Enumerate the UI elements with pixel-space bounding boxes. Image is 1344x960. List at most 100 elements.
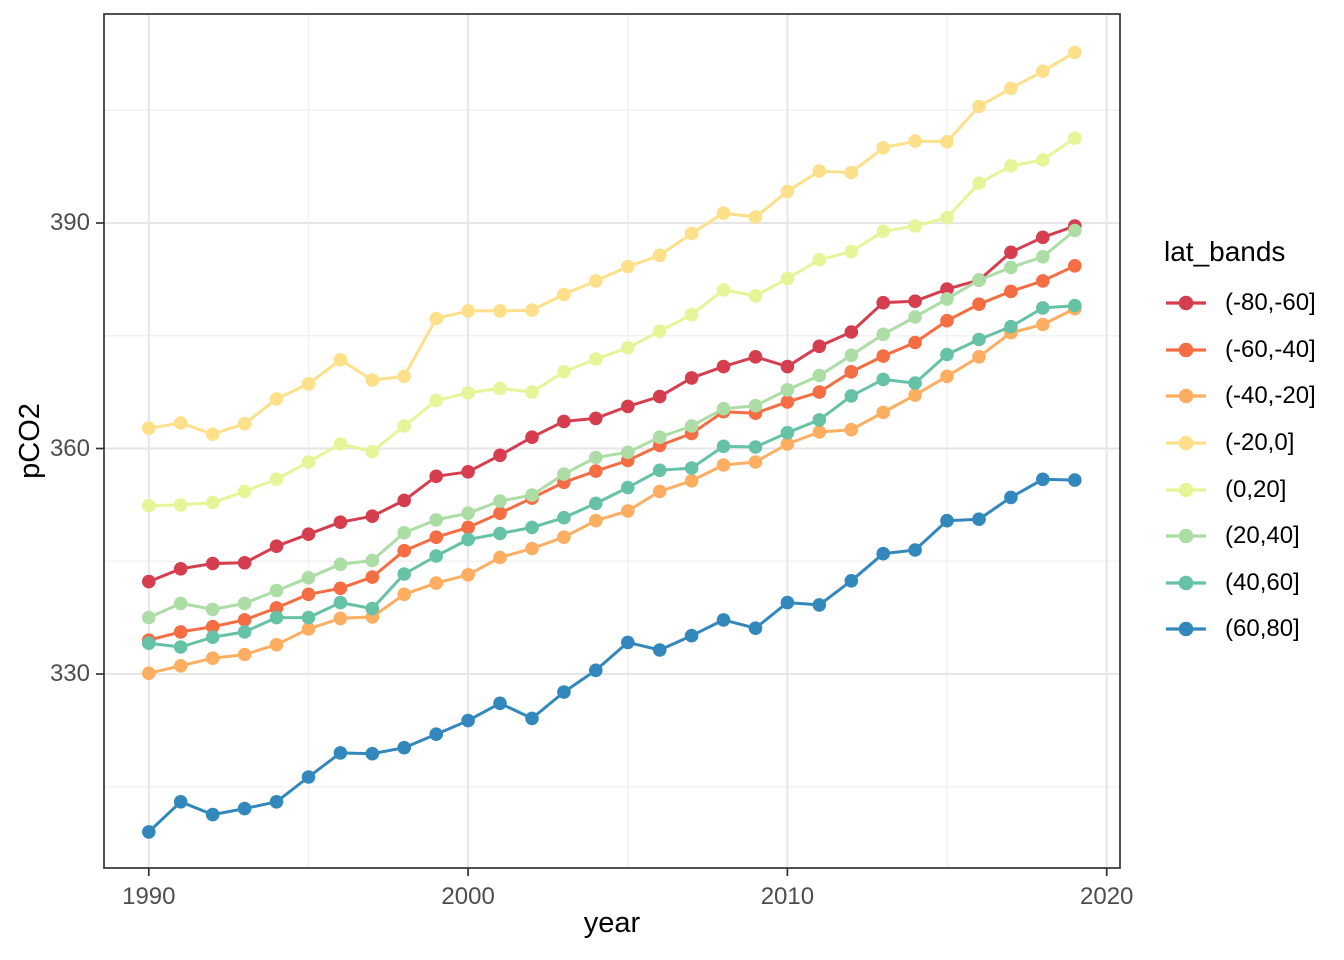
data-point-0-20-2001 [493,381,507,396]
data-point-60-40-2016 [972,297,986,312]
data-point-60-40-2015 [940,313,954,328]
data-point-20-40-1999 [429,513,444,527]
data-point-20-40-1994 [269,583,284,598]
data-point-40-20-2000 [461,568,475,582]
data-point-60-80-1992 [205,807,220,822]
legend-label-60-40: (-60,-40] [1225,335,1316,363]
data-point-0-20-2004 [589,352,603,366]
data-point-80-60-1991 [173,562,188,576]
data-point-80-60-1992 [205,556,220,571]
data-point-20-0-2019 [1068,45,1082,60]
data-point-0-20-2003 [557,365,571,379]
data-point-60-80-2000 [461,713,475,728]
data-point-60-80-2004 [589,663,603,678]
data-point-60-40-2010 [780,395,795,409]
data-point-60-80-2006 [652,643,667,657]
data-point-60-80-2019 [1068,473,1082,487]
legend-label-0-20: (0,20] [1225,475,1287,503]
data-point-60-80-1994 [269,795,284,809]
legend-key-icon-60-40 [1166,342,1206,358]
legend-key-icon-80-60 [1166,295,1206,311]
data-point-20-0-1990 [142,421,156,436]
legend-label-80-60: (-80,-60] [1225,289,1316,317]
data-point-40-20-2007 [684,474,699,488]
legend-key-icon-20-0 [1166,435,1206,451]
legend-key-icon-20-40 [1166,528,1206,544]
data-point-20-40-2000 [461,506,475,520]
data-point-0-20-1990 [142,498,156,513]
data-point-0-20-2013 [876,224,890,239]
data-point-40-20-2011 [812,425,827,439]
data-point-40-60-1990 [142,636,156,650]
data-point-20-40-2012 [844,348,859,363]
data-point-40-60-1995 [301,610,316,625]
data-point-40-60-2010 [780,425,795,440]
data-point-40-60-2006 [652,463,667,478]
data-point-0-20-2014 [908,219,922,233]
data-point-40-60-2009 [748,440,763,454]
data-point-20-0-1999 [429,311,444,326]
data-point-20-0-2003 [557,287,571,302]
data-point-40-60-2014 [908,376,922,390]
data-point-0-20-2015 [940,210,954,225]
data-point-60-40-1997 [365,570,380,584]
data-point-0-20-1995 [301,455,316,469]
y-tick-label-390: 390 [49,209,90,236]
data-point-80-60-2015 [940,282,954,296]
data-point-40-60-2007 [684,461,699,475]
data-point-40-20-2005 [621,504,635,518]
data-point-20-40-2001 [493,494,507,508]
data-point-0-20-1994 [269,472,284,487]
data-point-20-0-1991 [173,416,188,430]
data-point-20-0-2008 [716,206,731,220]
data-point-60-40-1992 [205,619,220,634]
data-point-40-60-1999 [429,549,444,563]
data-point-40-60-2012 [844,389,859,403]
data-point-0-20-2009 [748,289,763,303]
data-point-0-20-2011 [812,252,827,267]
data-point-80-60-2008 [716,359,731,374]
data-point-40-60-2001 [493,526,507,541]
data-point-0-20-1992 [205,495,220,510]
data-point-40-60-1997 [365,601,380,616]
data-point-60-40-2014 [908,335,922,350]
data-point-40-20-1990 [142,666,156,681]
legend-item-0-20: (0,20] [1164,466,1316,513]
data-point-40-60-2005 [621,480,635,495]
data-point-20-40-2013 [876,327,890,342]
data-point-60-80-2018 [1036,472,1050,487]
data-point-80-60-2009 [748,350,763,364]
data-point-40-20-1991 [173,659,188,673]
data-point-40-60-2004 [589,496,603,511]
legend-item-20-40: (20,40] [1164,513,1316,560]
data-point-20-0-2010 [780,184,795,199]
data-point-60-80-1999 [429,727,444,741]
data-point-80-60-2014 [908,294,922,309]
data-point-20-40-1995 [301,571,316,585]
data-point-0-20-2005 [621,341,635,355]
data-point-40-20-2012 [844,422,859,437]
data-point-40-60-2008 [716,439,731,454]
legend-key-icon-60-80 [1166,622,1206,637]
data-point-40-20-2002 [525,541,539,556]
legend-title: lat_bands [1164,236,1286,267]
data-point-20-40-1998 [397,525,412,540]
data-point-0-20-1998 [397,419,412,433]
data-point-80-60-2000 [461,465,475,479]
data-point-40-20-2004 [589,513,603,528]
legend-key-icon-40-60 [1166,575,1206,591]
legend-item-80-60: (-80,-60] [1164,280,1316,327]
panel-border [103,13,1121,869]
data-point-80-60-1999 [429,469,444,484]
data-point-80-60-2010 [780,359,795,374]
data-point-0-20-2000 [461,386,475,400]
data-point-80-60-2006 [652,389,667,404]
data-point-60-40-1998 [397,543,412,558]
data-point-20-40-2010 [780,383,795,397]
data-point-20-0-2002 [525,303,539,318]
y-tick-label-330: 330 [49,660,90,688]
data-point-60-80-1990 [142,825,156,839]
data-point-40-20-2010 [780,437,795,451]
data-point-60-80-2009 [748,621,763,635]
